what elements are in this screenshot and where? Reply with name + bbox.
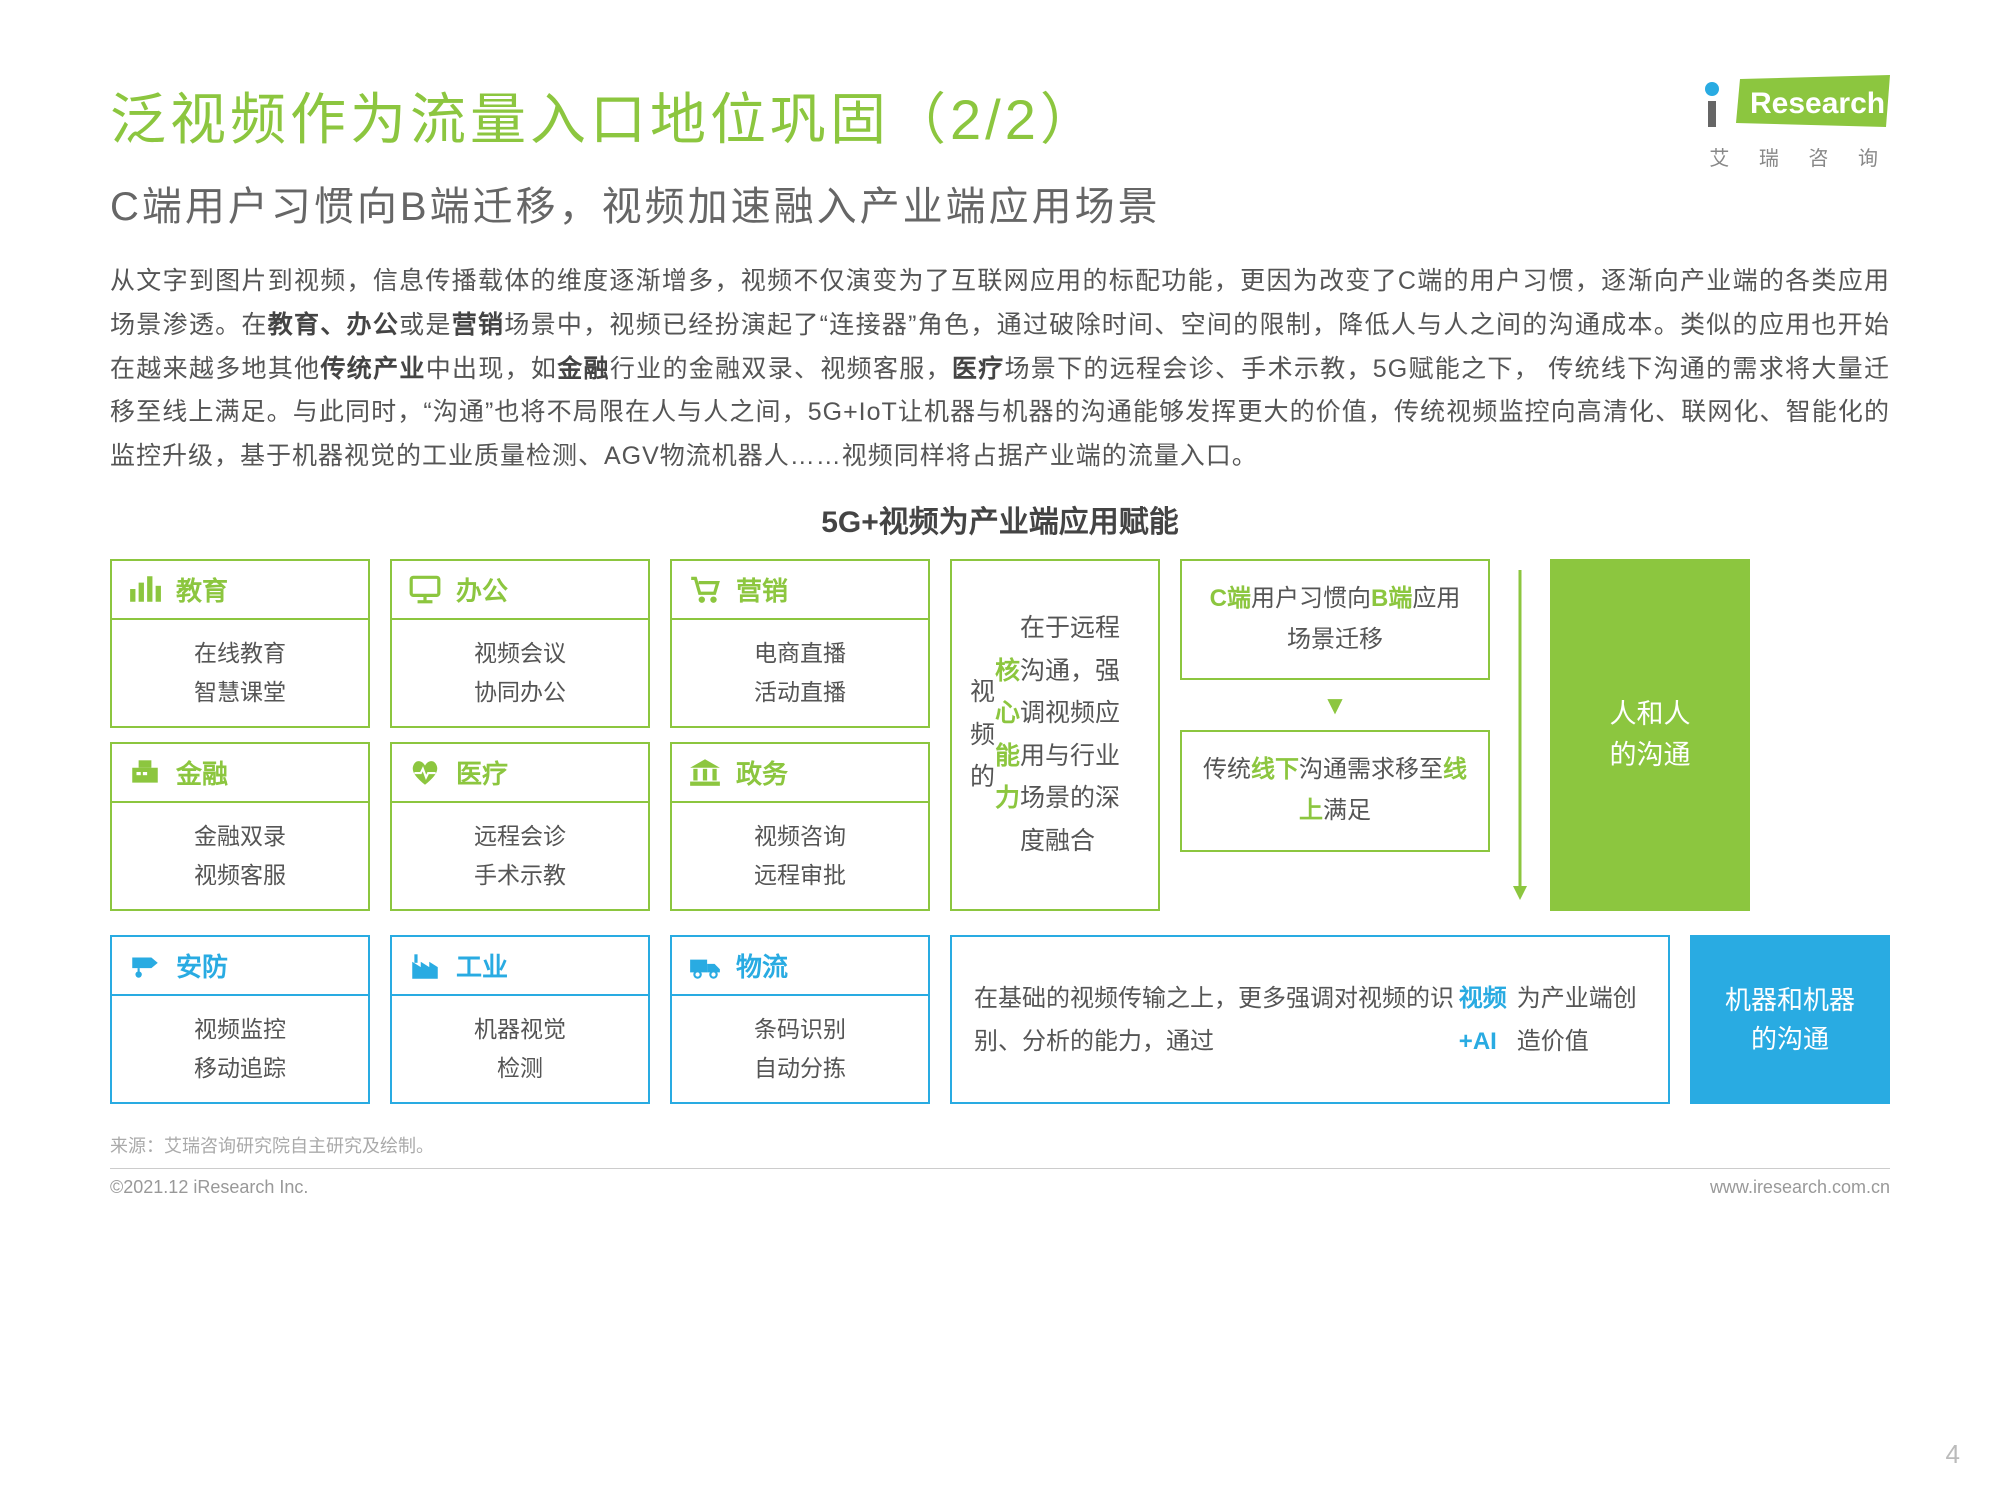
page-number: 4 (1946, 1439, 1960, 1470)
screen-icon (408, 574, 442, 604)
category-card-政务: 政务 视频咨询远程审批 (670, 742, 930, 911)
card-line: 机器视觉 (400, 1010, 640, 1049)
card-body: 视频会议协同办公 (390, 620, 650, 728)
page-title: 泛视频作为流量入口地位巩固（2/2） (110, 75, 1161, 156)
svg-text:Research: Research (1750, 87, 1885, 120)
body-paragraph: 从文字到图片到视频，信息传播载体的维度逐渐增多，视频不仅演变为了互联网应用的标配… (110, 260, 1890, 479)
card-title: 工业 (456, 947, 508, 984)
card-line: 电商直播 (680, 634, 920, 673)
card-body: 视频咨询远程审批 (670, 803, 930, 911)
card-body: 电商直播活动直播 (670, 620, 930, 728)
card-line: 条码识别 (680, 1010, 920, 1049)
card-title: 医疗 (456, 754, 508, 791)
category-card-医疗: 医疗 远程会诊手术示教 (390, 742, 650, 911)
card-body: 机器视觉检测 (390, 996, 650, 1104)
footer-url: www.iresearch.com.cn (1710, 1177, 1890, 1198)
card-title: 金融 (176, 754, 228, 791)
card-line: 活动直播 (680, 673, 920, 712)
section-title: 5G+视频为产业端应用赋能 (110, 497, 1890, 541)
card-line: 智慧课堂 (120, 673, 360, 712)
bars-icon (128, 574, 162, 604)
video-ai-box: 在基础的视频传输之上，更多强调对视频的识别、分析的能力，通过视频+AI为产业端创… (950, 935, 1670, 1104)
card-line: 协同办公 (400, 673, 640, 712)
card-header: 金融 (110, 742, 370, 803)
arrow-down-icon (1510, 559, 1530, 911)
card-title: 营销 (736, 571, 788, 608)
category-card-教育: 教育 在线教育智慧课堂 (110, 559, 370, 728)
card-line: 金融双录 (120, 817, 360, 856)
card-line: 自动分拣 (680, 1049, 920, 1088)
bank-icon (688, 757, 722, 787)
card-title: 教育 (176, 571, 228, 608)
card-body: 远程会诊手术示教 (390, 803, 650, 911)
card-body: 视频监控移动追踪 (110, 996, 370, 1104)
register-icon (128, 757, 162, 787)
card-header: 医疗 (390, 742, 650, 803)
card-header: 政务 (670, 742, 930, 803)
card-body: 条码识别自动分拣 (670, 996, 930, 1104)
arrow-down-icon: ▼ (1322, 692, 1348, 718)
c2b-box: C端用户习惯向B端应用场景迁移 (1180, 559, 1490, 681)
cart-icon (688, 574, 722, 604)
card-title: 安防 (176, 947, 228, 984)
card-body: 金融双录视频客服 (110, 803, 370, 911)
card-title: 办公 (456, 571, 508, 608)
card-line: 视频客服 (120, 856, 360, 895)
card-line: 在线教育 (120, 634, 360, 673)
category-card-物流: 物流 条码识别自动分拣 (670, 935, 930, 1104)
machine-comm-pill: 机器和机器的沟通 (1690, 935, 1890, 1104)
card-line: 检测 (400, 1049, 640, 1088)
logo: Research 艾 瑞 咨 询 (1700, 75, 1890, 171)
heart-icon (408, 757, 442, 787)
category-card-金融: 金融 金融双录视频客服 (110, 742, 370, 911)
core-capability-box: 视频的核心能力在于远程沟通，强调视频应用与行业场景的深度融合 (950, 559, 1160, 911)
category-card-办公: 办公 视频会议协同办公 (390, 559, 650, 728)
card-header: 物流 (670, 935, 930, 996)
category-card-营销: 营销 电商直播活动直播 (670, 559, 930, 728)
card-title: 物流 (736, 947, 788, 984)
card-body: 在线教育智慧课堂 (110, 620, 370, 728)
factory-icon (408, 951, 442, 981)
card-line: 远程审批 (680, 856, 920, 895)
card-header: 工业 (390, 935, 650, 996)
card-line: 视频咨询 (680, 817, 920, 856)
card-header: 营销 (670, 559, 930, 620)
offline-online-box: 传统线下沟通需求移至线上满足 (1180, 730, 1490, 852)
card-line: 视频监控 (120, 1010, 360, 1049)
page-subtitle: C端用户习惯向B端迁移，视频加速融入产业端应用场景 (110, 174, 1161, 232)
truck-icon (688, 951, 722, 981)
source-note: 来源：艾瑞咨询研究院自主研究及绘制。 (110, 1132, 1890, 1158)
category-card-安防: 安防 视频监控移动追踪 (110, 935, 370, 1104)
card-line: 移动追踪 (120, 1049, 360, 1088)
card-header: 办公 (390, 559, 650, 620)
card-header: 安防 (110, 935, 370, 996)
human-comm-pill: 人和人的沟通 (1550, 559, 1750, 911)
category-card-工业: 工业 机器视觉检测 (390, 935, 650, 1104)
card-line: 手术示教 (400, 856, 640, 895)
logo-subtext: 艾 瑞 咨 询 (1700, 142, 1890, 171)
card-line: 远程会诊 (400, 817, 640, 856)
card-header: 教育 (110, 559, 370, 620)
copyright: ©2021.12 iResearch Inc. (110, 1177, 308, 1198)
card-line: 视频会议 (400, 634, 640, 673)
card-title: 政务 (736, 754, 788, 791)
camera-icon (128, 951, 162, 981)
